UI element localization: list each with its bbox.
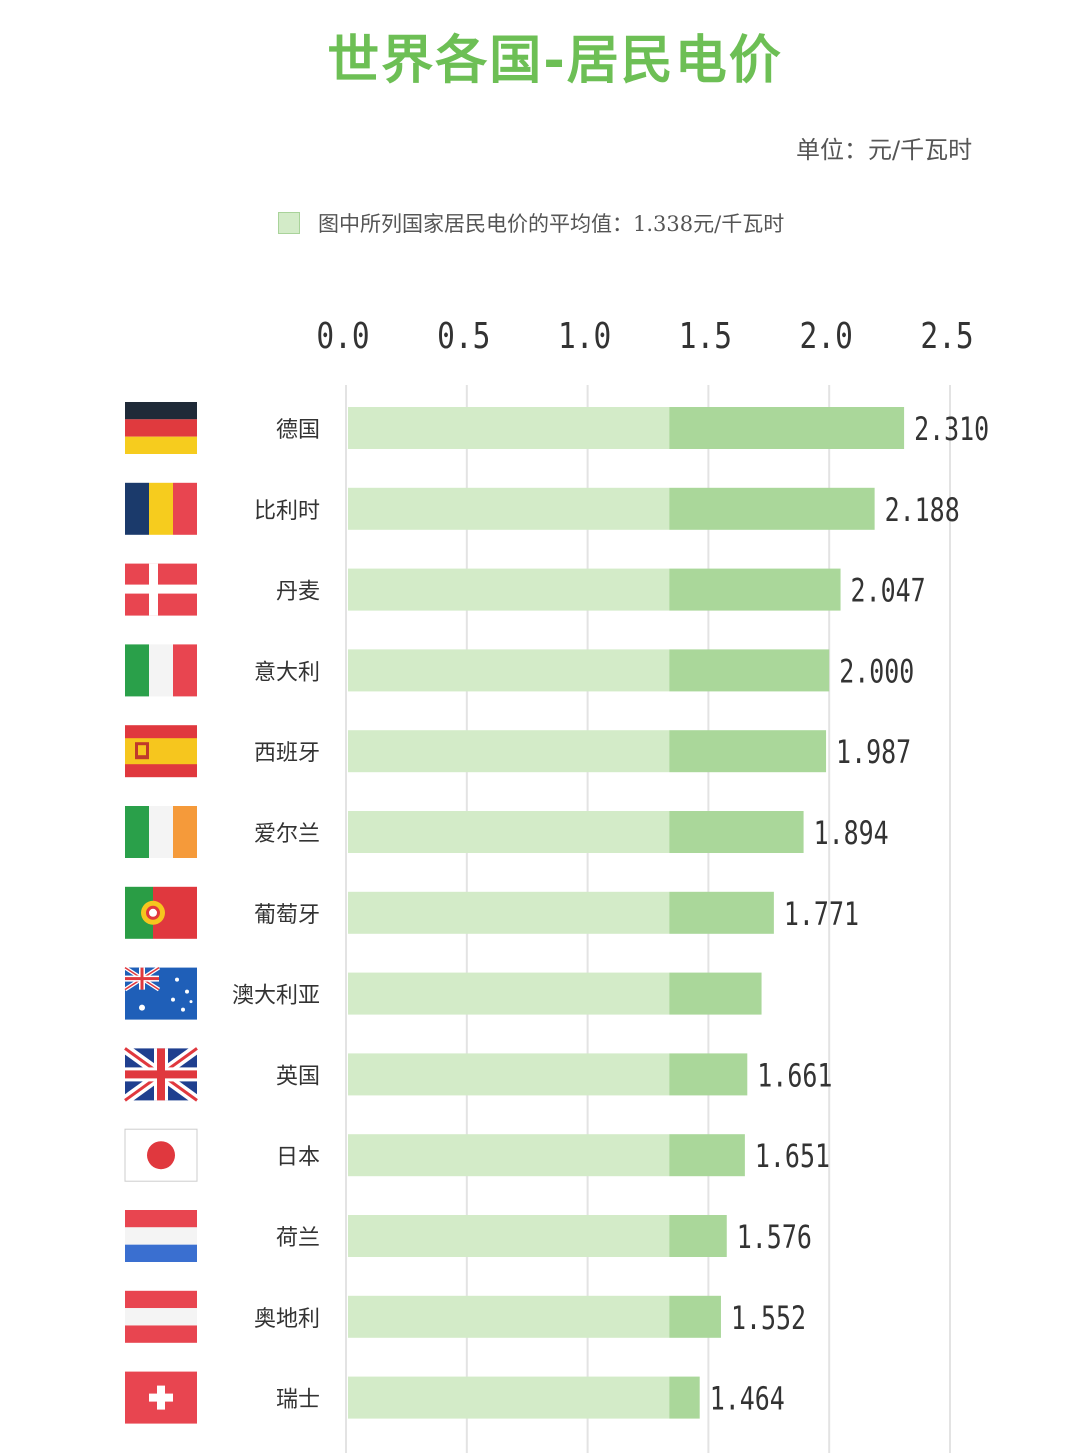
bar xyxy=(348,1215,670,1257)
bar-above-average xyxy=(669,1053,748,1096)
category-label: 澳大利亚 xyxy=(232,984,320,1009)
bar xyxy=(348,1134,670,1177)
bar-above-average xyxy=(669,1215,727,1257)
bar xyxy=(348,407,670,449)
category-label: 瑞士 xyxy=(276,1388,320,1413)
category-label: 比利时 xyxy=(254,499,320,524)
belgium-flag xyxy=(125,482,197,535)
value-label: 2.047 xyxy=(851,571,926,609)
category-label: 日本 xyxy=(276,1145,320,1170)
category-label: 英国 xyxy=(276,1064,320,1089)
category-label: 意大利 xyxy=(254,660,320,685)
bar-above-average xyxy=(669,407,905,449)
portugal-flag xyxy=(125,886,197,939)
value-label: 2.000 xyxy=(839,652,914,690)
austria-flag xyxy=(125,1290,197,1343)
bar-above-average xyxy=(669,649,830,692)
legend-label: 图中所列国家居民电价的平均值：1.338元/千瓦时 xyxy=(318,212,785,236)
bar xyxy=(348,487,670,530)
germany-flag xyxy=(125,402,197,454)
value-label: 1.651 xyxy=(755,1137,830,1175)
category-label: 西班牙 xyxy=(254,741,320,766)
bar-above-average xyxy=(669,487,875,530)
bar-above-average xyxy=(669,568,841,611)
bar-above-average xyxy=(669,811,804,853)
unit-label: 单位：元/千瓦时 xyxy=(796,136,973,164)
bar-above-average xyxy=(669,1376,700,1419)
category-label: 奥地利 xyxy=(254,1307,320,1332)
x-tick-label: 1.5 xyxy=(679,314,732,357)
value-label: 1.894 xyxy=(814,814,889,852)
category-label: 葡萄牙 xyxy=(254,903,320,928)
chart-title: 世界各国-居民电价 xyxy=(327,31,783,91)
italy-flag xyxy=(125,644,197,697)
bar-above-average xyxy=(669,972,762,1015)
bar xyxy=(348,649,670,692)
category-label: 荷兰 xyxy=(276,1226,320,1251)
value-label: 2.310 xyxy=(914,410,989,448)
denmark-flag xyxy=(125,563,197,616)
bar xyxy=(348,1053,670,1096)
bar xyxy=(348,1376,670,1419)
bar xyxy=(348,568,670,611)
category-label: 德国 xyxy=(276,418,320,443)
legend-swatch xyxy=(278,212,300,234)
value-label: 1.576 xyxy=(737,1218,812,1256)
value-label: 1.987 xyxy=(836,733,911,771)
ireland-flag xyxy=(125,806,197,858)
legend: 图中所列国家居民电价的平均值：1.338元/千瓦时 xyxy=(278,208,784,238)
bar-above-average xyxy=(669,730,827,773)
value-label: 1.552 xyxy=(731,1299,806,1337)
bar-above-average xyxy=(669,891,774,934)
x-tick-label: 2.5 xyxy=(920,314,973,357)
value-label: 2.188 xyxy=(885,491,960,529)
category-label: 爱尔兰 xyxy=(254,822,320,847)
x-tick-label: 1.0 xyxy=(558,314,611,357)
uk-flag xyxy=(122,1044,200,1105)
bar xyxy=(348,811,670,853)
bar xyxy=(348,891,670,934)
value-label: 1.661 xyxy=(757,1056,832,1094)
bar xyxy=(348,972,670,1015)
switzerland-flag xyxy=(125,1371,197,1424)
x-tick-label: 0.0 xyxy=(316,314,369,357)
x-tick-label: 2.0 xyxy=(800,314,853,357)
spain-flag xyxy=(125,725,197,778)
x-tick-label: 0.5 xyxy=(437,314,490,357)
bar xyxy=(348,730,670,773)
bar xyxy=(348,1295,670,1338)
value-label: 1.771 xyxy=(784,895,859,933)
japan-flag xyxy=(124,1128,198,1182)
bar-above-average xyxy=(669,1134,745,1177)
australia-flag xyxy=(123,965,197,1020)
bar-above-average xyxy=(669,1295,721,1338)
value-label: 1.464 xyxy=(710,1379,785,1417)
netherlands-flag xyxy=(125,1210,197,1262)
category-label: 丹麦 xyxy=(276,580,320,605)
